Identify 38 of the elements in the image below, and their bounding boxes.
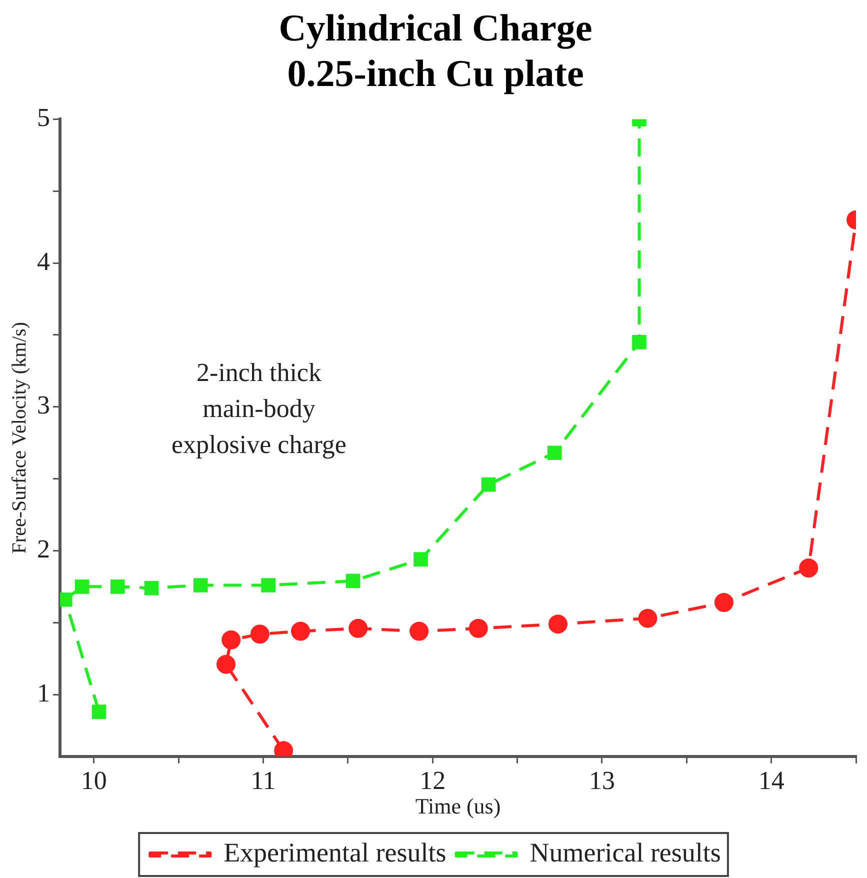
legend-label: Experimental results: [224, 838, 446, 868]
point: [110, 580, 125, 594]
point: [468, 618, 488, 638]
point: [261, 578, 276, 592]
point: [250, 624, 270, 644]
point: [632, 334, 646, 350]
point: [714, 592, 734, 612]
x-tick-label: 10: [80, 766, 107, 795]
point: [348, 618, 368, 638]
point: [290, 622, 310, 641]
y-tick-label: 3: [37, 390, 50, 420]
x-tick-label: 11: [250, 766, 276, 795]
point: [222, 630, 241, 650]
point: [74, 580, 90, 594]
point: [547, 446, 562, 460]
x-tick-label: 14: [758, 766, 784, 795]
y-tick-label: 5: [37, 103, 50, 132]
y-tick-label: 2: [37, 534, 50, 564]
point: [548, 614, 568, 634]
legend-label: Numerical results: [530, 838, 721, 868]
point: [193, 578, 208, 592]
y-tick-label: 4: [37, 246, 50, 276]
y-axis-title: Free-Surface Velocity (km/s): [8, 322, 30, 554]
annotation: 2-inch thick main-body explosive charge: [172, 358, 346, 459]
x-tick-label: 12: [420, 766, 446, 795]
point: [92, 704, 106, 719]
point: [144, 580, 159, 596]
x-axis-title: Time (us): [415, 794, 501, 819]
chart-title: Cylindrical Charge 0.25-inch Cu plate: [278, 8, 592, 96]
point: [414, 552, 428, 566]
point: [481, 477, 496, 492]
x-tick-label: 13: [588, 766, 615, 795]
point: [799, 558, 818, 578]
point: [638, 608, 658, 628]
point: [410, 622, 429, 641]
y-tick-label: 1: [37, 678, 50, 708]
point: [216, 654, 236, 674]
point: [346, 574, 360, 588]
